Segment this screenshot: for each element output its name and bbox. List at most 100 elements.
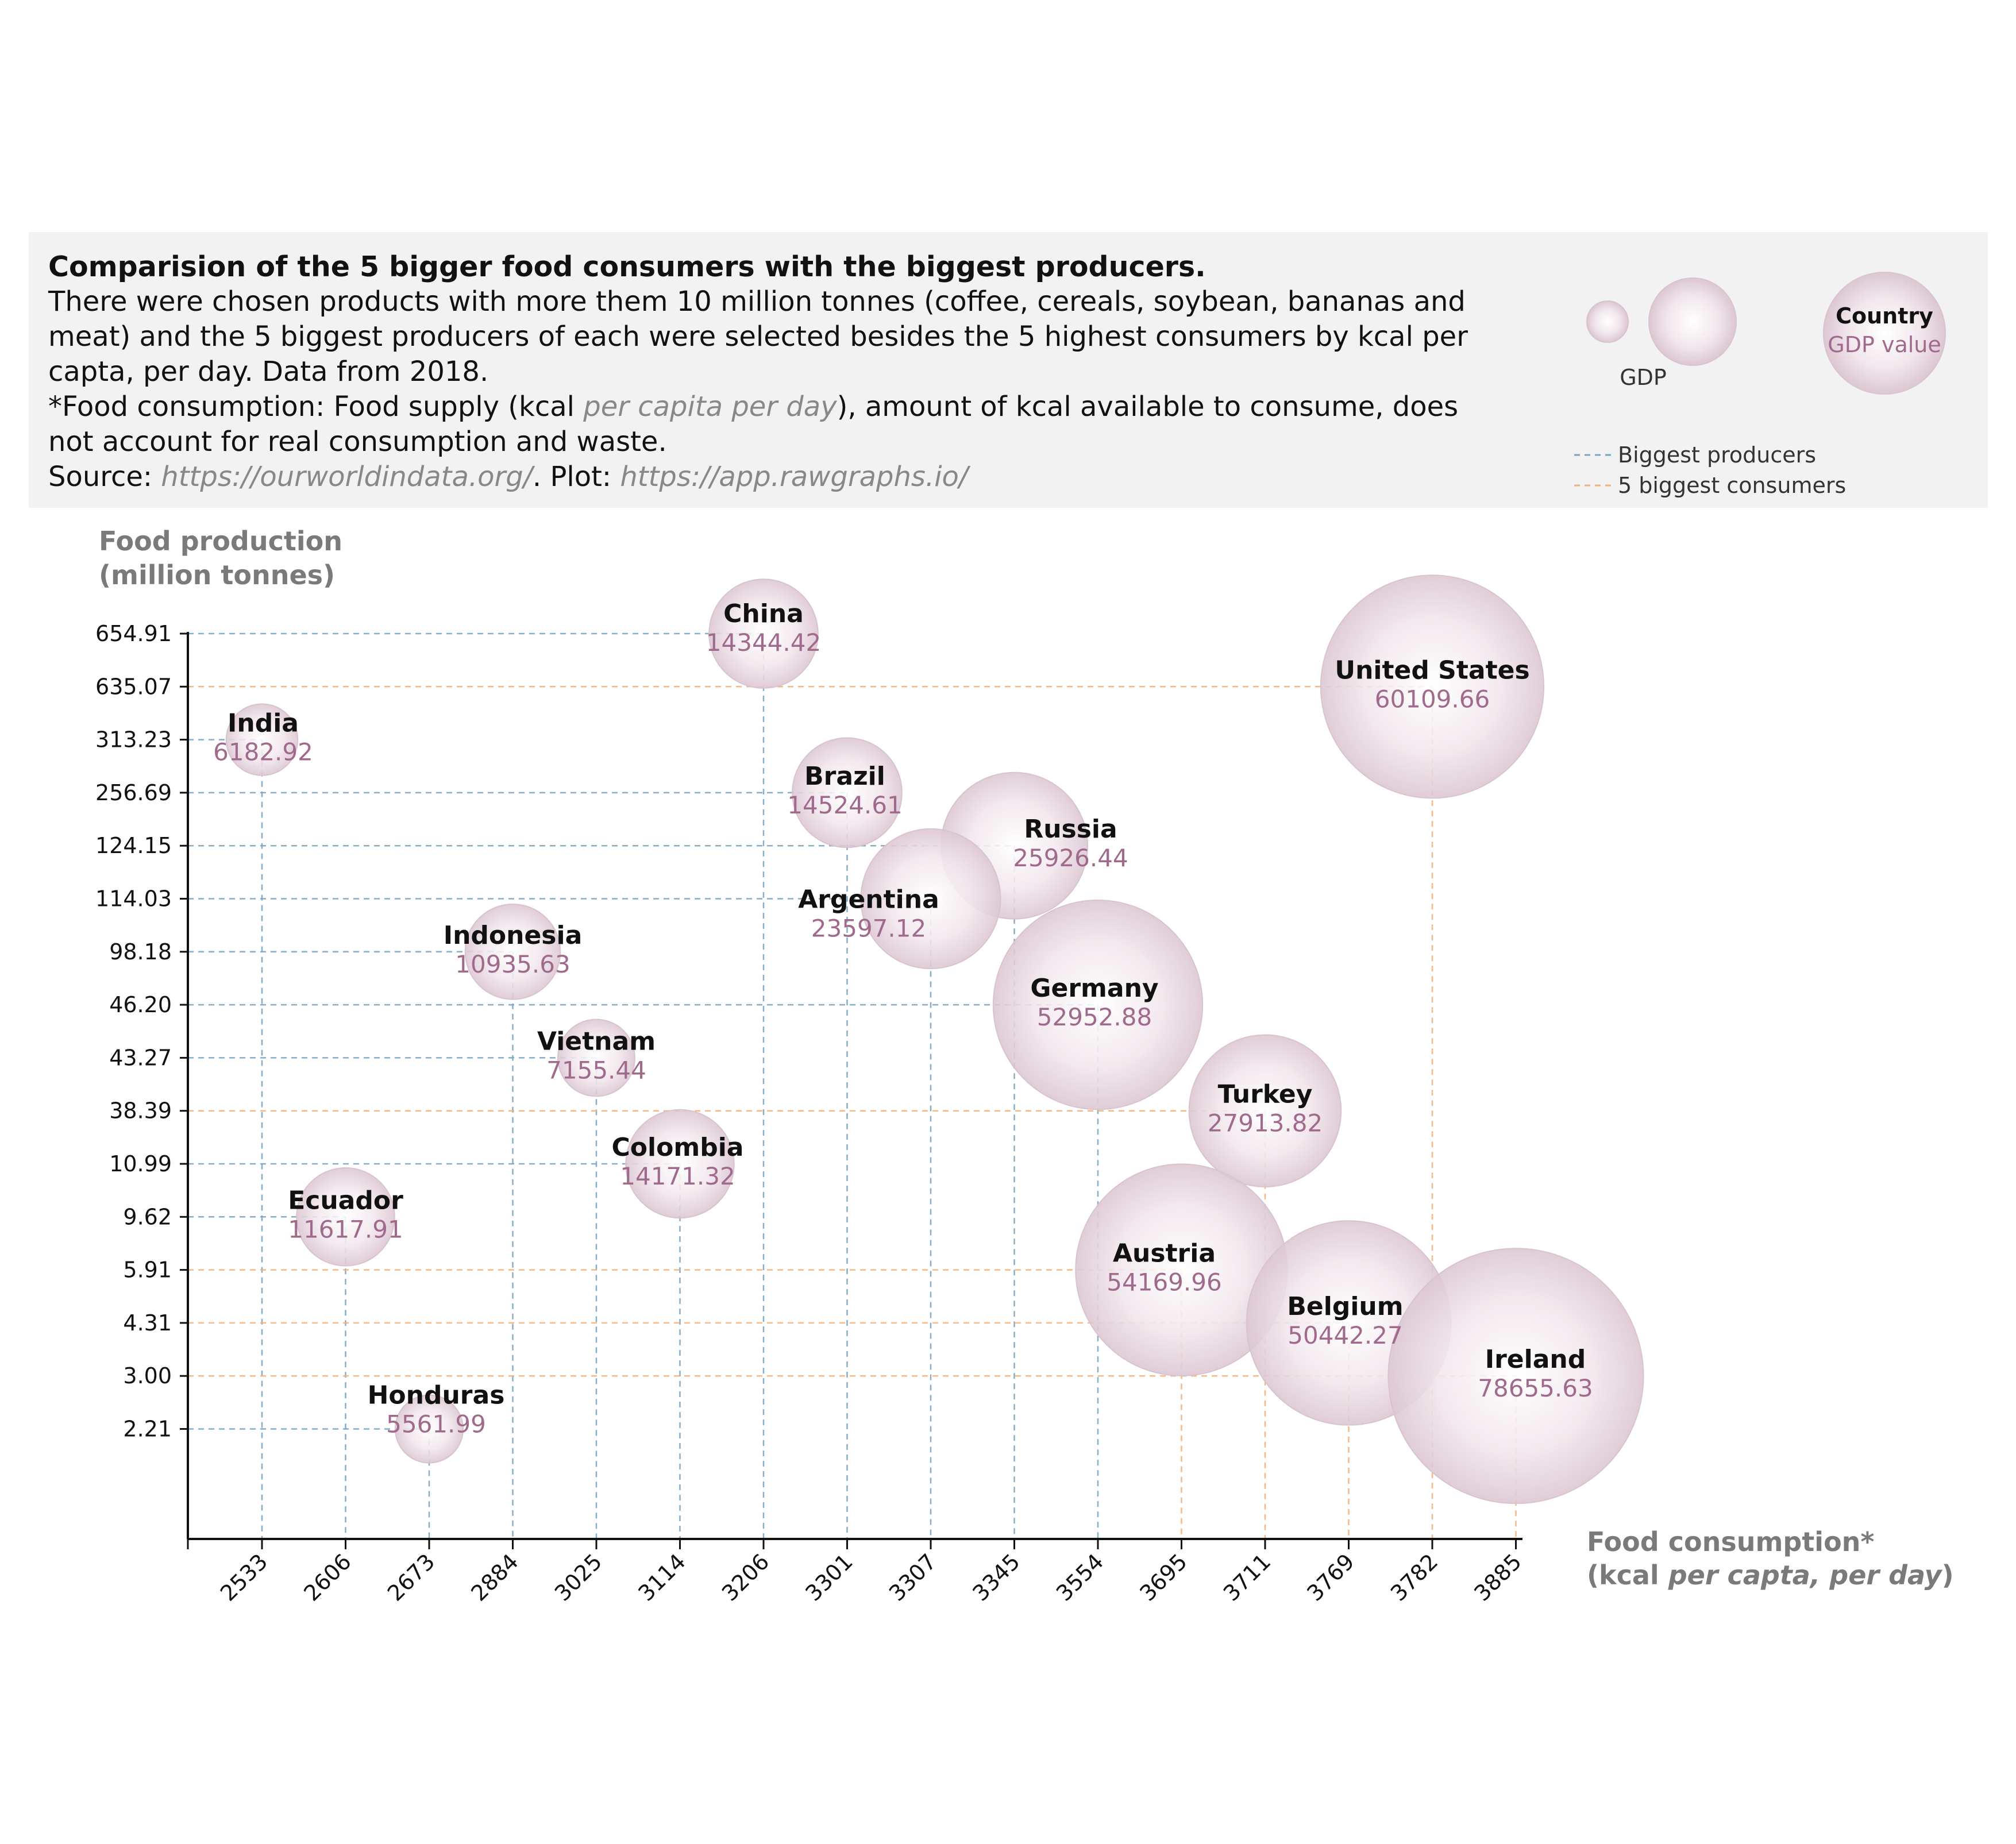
legend: GDP Country GDP value Biggest producers … <box>1574 272 1946 498</box>
bubble-gdp-label: 52952.88 <box>1037 1003 1152 1031</box>
y-tick-label: 9.62 <box>123 1204 172 1229</box>
bubble-country-label: Honduras <box>368 1381 505 1410</box>
y-tick-label: 10.99 <box>109 1151 172 1176</box>
y-tick-label: 3.00 <box>123 1363 172 1388</box>
y-tick-label: 256.69 <box>95 780 172 805</box>
x-tick-label: 3025 <box>550 1549 607 1606</box>
x-tick-label: 3301 <box>800 1549 858 1606</box>
bubble-gdp-label: 27913.82 <box>1208 1109 1323 1137</box>
y-tick-label: 5.91 <box>123 1257 172 1283</box>
plot-label: . Plot: <box>532 461 620 493</box>
plot-link[interactable]: https://app.rawgraphs.io/ <box>620 461 969 493</box>
x-tick-label: 2673 <box>383 1549 440 1606</box>
bubble-gdp-label: 5561.99 <box>386 1410 486 1438</box>
bubble-country-label: India <box>228 709 299 738</box>
y-axis-title-line2: (million tonnes) <box>99 560 335 591</box>
bubble-country-label: Turkey <box>1218 1080 1313 1109</box>
bubble-country-label: United States <box>1335 655 1529 685</box>
legend-sample-country: Country <box>1836 303 1933 329</box>
y-tick-label: 98.18 <box>109 939 172 965</box>
y-tick-label: 313.23 <box>95 727 172 753</box>
x-tick-label: 3885 <box>1469 1549 1527 1606</box>
bubble-indonesia <box>464 904 561 1000</box>
y-tick-label: 43.27 <box>109 1045 172 1070</box>
x-tick-label: 3782 <box>1386 1549 1443 1606</box>
x-axis-unit-pre: (kcal <box>1587 1560 1668 1591</box>
y-tick-label: 654.91 <box>95 621 172 646</box>
x-axis-unit-post: ) <box>1942 1560 1954 1591</box>
bubble-gdp-label: 60109.66 <box>1375 685 1490 713</box>
description-panel <box>29 232 1988 508</box>
y-tick-label: 2.21 <box>123 1417 172 1442</box>
bubble-gdp-label: 10935.63 <box>455 950 570 978</box>
bubble-country-label: China <box>723 599 804 628</box>
x-tick-label: 3769 <box>1302 1549 1359 1606</box>
y-axis-title-line1: Food production <box>99 526 342 557</box>
x-tick-label: 3695 <box>1135 1549 1192 1606</box>
bubble-germany <box>992 899 1204 1110</box>
bubble-country-label: Belgium <box>1287 1292 1403 1321</box>
bubble-gdp-label: 78655.63 <box>1478 1374 1593 1402</box>
bubble-gdp-label: 7155.44 <box>546 1056 646 1084</box>
bubble-gdp-label: 50442.27 <box>1288 1321 1402 1349</box>
bubble-country-label: Austria <box>1113 1239 1216 1268</box>
y-tick-label: 114.03 <box>95 886 172 912</box>
bubble-ireland <box>1387 1248 1644 1504</box>
x-tick-label: 3711 <box>1219 1549 1276 1606</box>
source-link[interactable]: https://ourworldindata.org/ <box>161 461 533 493</box>
y-tick-label: 4.31 <box>123 1310 172 1336</box>
legend-consumers-label: 5 biggest consumers <box>1618 473 1846 498</box>
x-tick-label: 2884 <box>466 1549 523 1606</box>
x-axis-title: Food consumption* <box>1587 1526 1874 1557</box>
source-label: Source: <box>48 461 161 493</box>
chart-title: Comparision of the 5 bigger food consume… <box>48 250 1206 283</box>
bubble-gdp-label: 14344.42 <box>706 628 821 657</box>
bubble-country-label: Argentina <box>798 885 939 915</box>
bubble-colombia <box>625 1109 735 1219</box>
bubble-country-label: Ecuador <box>288 1186 403 1215</box>
bubble-ecuador <box>296 1167 395 1267</box>
bubble-brazil <box>792 737 903 848</box>
bubble-gdp-label: 25926.44 <box>1013 844 1128 872</box>
bubble-vietnam <box>557 1019 635 1097</box>
x-axis-unit-em: per capta, per day <box>1668 1560 1943 1591</box>
bubble-country-label: Brazil <box>804 762 885 791</box>
description-line1: There were chosen products with more the… <box>48 286 1468 388</box>
bubble-honduras <box>394 1394 464 1464</box>
x-tick-label: 2533 <box>215 1549 273 1606</box>
y-tick-label: 46.20 <box>109 992 172 1017</box>
legend-producers-label: Biggest producers <box>1618 442 1816 468</box>
bubble-country-label: Indonesia <box>444 921 583 950</box>
bubble-gdp-label: 6182.92 <box>213 738 313 766</box>
description-line2-post: ), amount of kcal available to consume, … <box>48 391 1459 458</box>
x-tick-label: 2606 <box>299 1549 356 1606</box>
bubble-country-label: Russia <box>1024 815 1117 844</box>
y-tick-label: 38.39 <box>109 1098 172 1124</box>
legend-sample-value: GDP value <box>1828 332 1941 357</box>
x-tick-label: 3114 <box>633 1549 691 1606</box>
bubble-turkey <box>1188 1034 1342 1187</box>
guide-lines <box>188 632 1517 1539</box>
x-tick-label: 3554 <box>1051 1549 1109 1606</box>
bubble-country-label: Vietnam <box>537 1027 656 1056</box>
description-line2-pre: *Food consumption: Food supply (kcal <box>48 391 584 423</box>
bubble-china <box>708 578 819 689</box>
y-tick-label: 124.15 <box>95 833 172 858</box>
x-tick-label: 3345 <box>967 1549 1025 1606</box>
legend-size-medium <box>1648 277 1737 366</box>
x-axis-unit: (kcal per capta, per day) <box>1587 1560 1954 1591</box>
bubbles <box>225 574 1644 1504</box>
bubble-gdp-label: 54169.96 <box>1107 1268 1221 1297</box>
y-tick-label: 635.07 <box>95 674 172 699</box>
bubble-gdp-label: 11617.91 <box>288 1215 403 1243</box>
bubble-country-label: Ireland <box>1485 1345 1586 1374</box>
bubble-gdp-label: 23597.12 <box>811 915 926 943</box>
legend-sample-bubble <box>1823 272 1946 395</box>
legend-size-label: GDP <box>1620 365 1667 390</box>
bubble-gdp-label: 14524.61 <box>787 791 902 819</box>
x-tick-label: 3307 <box>884 1549 942 1606</box>
chart-description: Comparision of the 5 bigger food consume… <box>48 249 1496 495</box>
bubble-united-states <box>1320 574 1545 799</box>
